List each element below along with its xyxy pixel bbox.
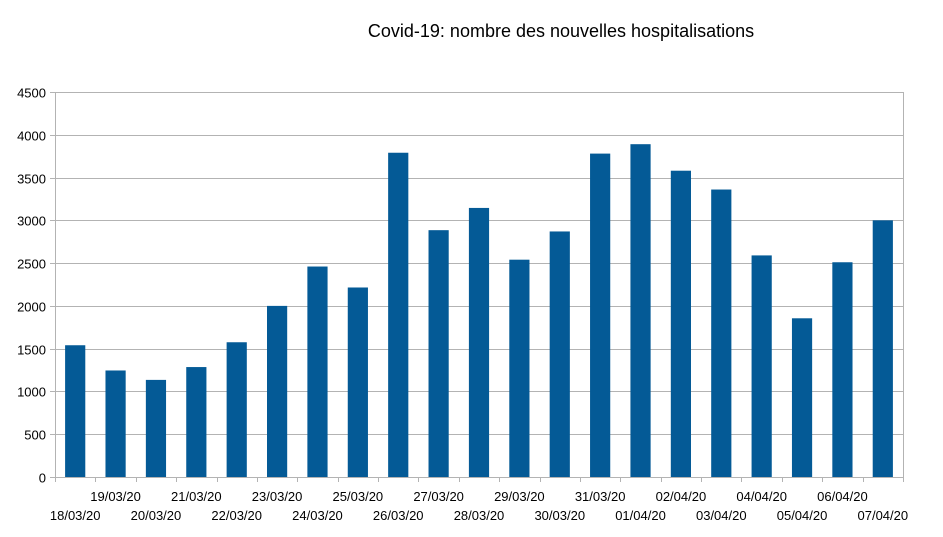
bar xyxy=(630,144,651,477)
bar xyxy=(751,255,772,477)
y-tick-label: 0 xyxy=(39,471,46,486)
y-tick-label: 3500 xyxy=(17,172,46,187)
y-tick-label: 4000 xyxy=(17,129,46,144)
x-tick-label: 01/04/20 xyxy=(615,508,666,523)
x-tick-label: 05/04/20 xyxy=(777,508,828,523)
bar xyxy=(711,189,732,477)
bar xyxy=(670,170,691,477)
y-tick-label: 4500 xyxy=(17,86,46,101)
bars xyxy=(65,144,893,478)
x-tick-label: 03/04/20 xyxy=(696,508,747,523)
x-tick-label: 28/03/20 xyxy=(454,508,505,523)
bar xyxy=(388,152,409,478)
x-tick-label: 23/03/20 xyxy=(252,489,303,504)
x-tick-label: 07/04/20 xyxy=(858,508,909,523)
x-tick-label: 31/03/20 xyxy=(575,489,626,504)
bar xyxy=(428,230,449,477)
bar xyxy=(468,207,490,477)
bar xyxy=(105,370,126,477)
x-tick-label: 22/03/20 xyxy=(211,508,262,523)
bar xyxy=(590,153,611,477)
y-tick-label: 500 xyxy=(24,428,46,443)
bar xyxy=(872,220,893,477)
x-tick-label: 04/04/20 xyxy=(736,489,787,504)
bar xyxy=(267,305,288,477)
x-tick-label: 30/03/20 xyxy=(534,508,585,523)
bar xyxy=(549,231,570,477)
bar xyxy=(832,262,853,477)
bar xyxy=(65,345,86,477)
bar xyxy=(186,367,207,477)
x-tick-label: 06/04/20 xyxy=(817,489,868,504)
y-tick-label: 2000 xyxy=(17,300,46,315)
y-tick-label: 2500 xyxy=(17,257,46,272)
y-tick-label: 3000 xyxy=(17,214,46,229)
x-tick-label: 18/03/20 xyxy=(50,508,101,523)
x-tick-label: 27/03/20 xyxy=(413,489,464,504)
x-tick-label: 02/04/20 xyxy=(656,489,707,504)
y-tick-label: 1500 xyxy=(17,343,46,358)
bar xyxy=(347,287,368,477)
x-tick-label: 25/03/20 xyxy=(333,489,384,504)
x-tick-label: 20/03/20 xyxy=(131,508,182,523)
x-tick-label: 26/03/20 xyxy=(373,508,424,523)
bar xyxy=(307,266,328,477)
bar xyxy=(145,379,167,477)
bar xyxy=(791,318,813,477)
x-tick-label: 19/03/20 xyxy=(90,489,141,504)
x-tick-label: 29/03/20 xyxy=(494,489,545,504)
bar xyxy=(226,342,247,477)
y-axis: 0 500 1000 1500 2000 2500 3000 3500 4000 4500 xyxy=(17,86,46,486)
x-axis: 18/03/20 19/03/20 20/03/20 21/03/20 22/03/20… xyxy=(50,477,908,523)
chart-title: Covid-19: nombre des nouvelles hospitali… xyxy=(368,21,754,41)
x-tick-label: 21/03/20 xyxy=(171,489,222,504)
bar xyxy=(509,259,530,477)
y-tick-label: 1000 xyxy=(17,385,46,400)
x-tick-label: 24/03/20 xyxy=(292,508,343,523)
